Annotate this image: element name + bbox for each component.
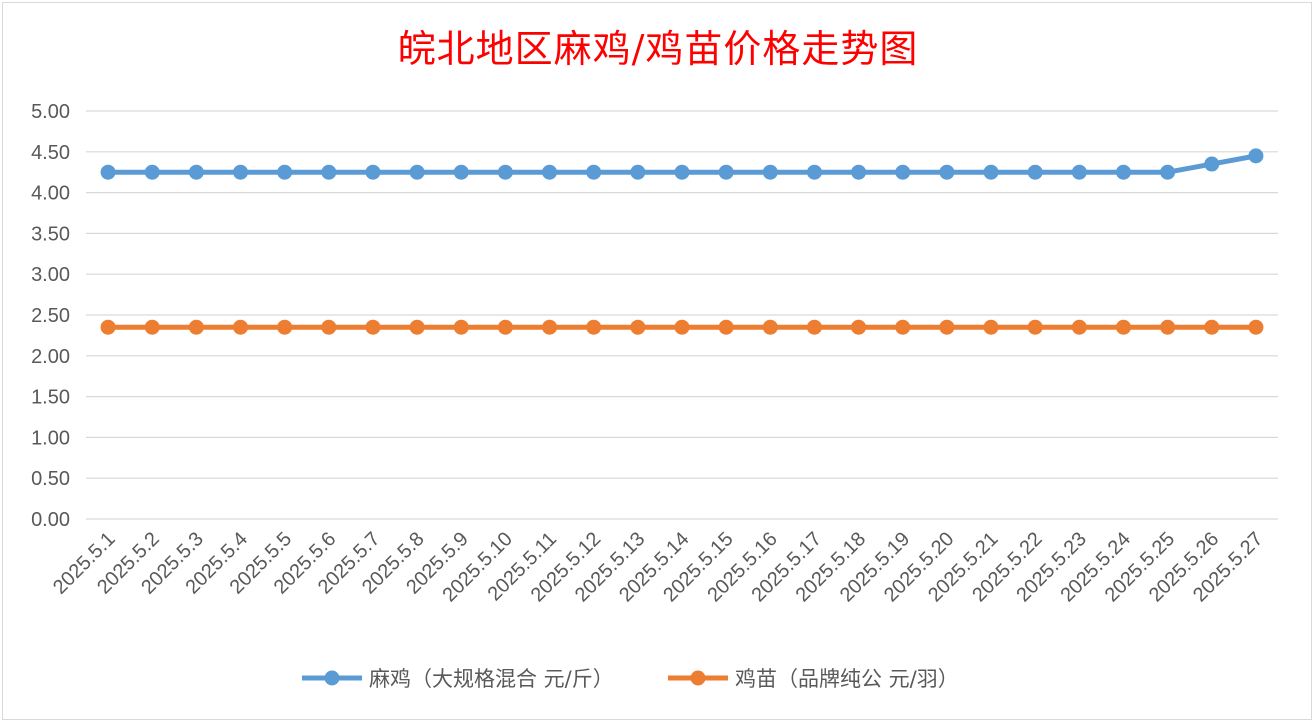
data-point [233, 164, 249, 180]
data-point [277, 319, 293, 335]
y-tick-label: 2.00 [31, 346, 70, 368]
data-point [1248, 148, 1264, 164]
data-point [1204, 156, 1220, 172]
y-tick-label: 2.50 [31, 305, 70, 327]
data-point [1071, 164, 1087, 180]
data-point [409, 319, 425, 335]
data-point [1115, 164, 1131, 180]
data-point [188, 319, 204, 335]
data-point [1160, 164, 1176, 180]
data-point [1160, 319, 1176, 335]
data-point [1027, 164, 1043, 180]
data-point [188, 164, 204, 180]
y-tick-label: 3.00 [31, 264, 70, 286]
y-axis-ticks: 0.00 0.50 1.00 1.50 2.00 2.50 3.00 3.50 4.00 4.50… [31, 101, 70, 531]
data-point [983, 164, 999, 180]
data-point [674, 319, 690, 335]
data-point [895, 319, 911, 335]
y-tick-label: 5.00 [31, 101, 70, 123]
y-tick-label: 1.00 [31, 427, 70, 449]
data-point [586, 319, 602, 335]
data-point [851, 164, 867, 180]
data-point [1027, 319, 1043, 335]
legend: 麻鸡（大规格混合 元/斤） 鸡苗（品牌纯公 元/羽） [302, 667, 959, 691]
data-point [321, 164, 337, 180]
data-point [144, 319, 160, 335]
data-point [542, 319, 558, 335]
legend-swatch-marker [690, 670, 706, 686]
y-tick-label: 3.50 [31, 223, 70, 245]
data-point [806, 164, 822, 180]
series-group [100, 148, 1264, 335]
y-tick-label: 0.50 [31, 468, 70, 490]
data-point [939, 319, 955, 335]
data-point [1248, 319, 1264, 335]
data-point [233, 319, 249, 335]
data-point [718, 164, 734, 180]
data-point [762, 319, 778, 335]
y-tick-label: 4.00 [31, 183, 70, 205]
data-point [453, 164, 469, 180]
data-point [365, 319, 381, 335]
data-point [983, 319, 999, 335]
data-point [144, 164, 160, 180]
data-point [630, 319, 646, 335]
legend-label: 麻鸡（大规格混合 元/斤） [369, 667, 614, 691]
data-point [100, 164, 116, 180]
data-point [497, 164, 513, 180]
data-point [851, 319, 867, 335]
y-tick-label: 0.00 [31, 509, 70, 531]
data-point [718, 319, 734, 335]
chart-title: 皖北地区麻鸡/鸡苗价格走势图 [397, 27, 919, 71]
data-point [1204, 319, 1220, 335]
data-point [321, 319, 337, 335]
data-point [497, 319, 513, 335]
data-point [1071, 319, 1087, 335]
data-point [895, 164, 911, 180]
data-point [939, 164, 955, 180]
data-point [630, 164, 646, 180]
y-tick-label: 4.50 [31, 142, 70, 164]
data-point [365, 164, 381, 180]
data-point [409, 164, 425, 180]
data-point [806, 319, 822, 335]
data-point [453, 319, 469, 335]
gridlines [86, 110, 1278, 520]
data-point [542, 164, 558, 180]
data-point [100, 319, 116, 335]
data-point [1115, 319, 1131, 335]
y-tick-label: 1.50 [31, 387, 70, 409]
legend-swatch-marker [324, 670, 340, 686]
data-point [586, 164, 602, 180]
data-point [277, 164, 293, 180]
data-point [762, 164, 778, 180]
data-point [674, 164, 690, 180]
legend-label: 鸡苗（品牌纯公 元/羽） [735, 667, 959, 691]
x-axis-ticks: 2025.5.12025.5.22025.5.32025.5.42025.5.5… [49, 528, 1267, 606]
